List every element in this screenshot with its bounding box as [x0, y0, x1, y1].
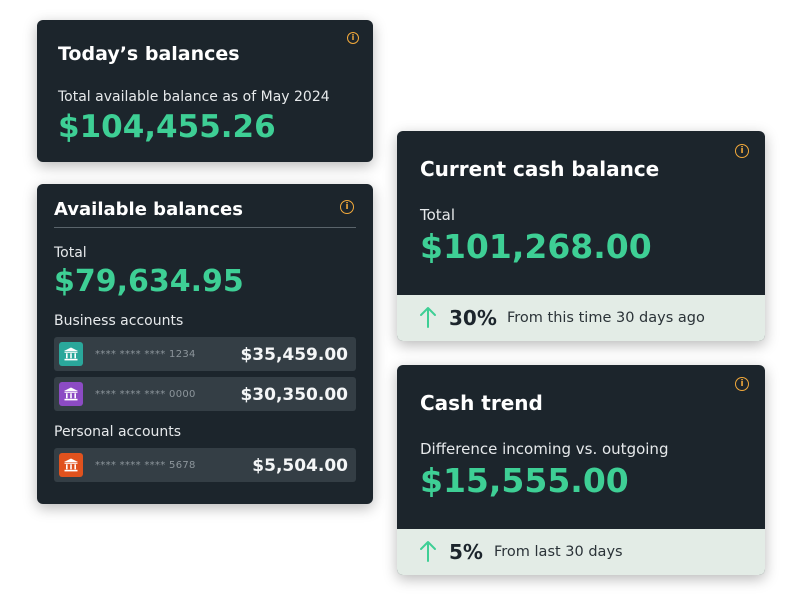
change-footer: 5% From last 30 days [397, 529, 765, 575]
arrow-up-icon [420, 307, 436, 328]
bank-icon [59, 342, 83, 366]
change-description: From this time 30 days ago [507, 310, 705, 326]
cash-trend-card: Cash trend i Difference incoming vs. out… [397, 365, 765, 575]
todays-balances-amount: $104,455.26 [58, 109, 276, 145]
cash-total-amount: $101,268.00 [420, 227, 652, 266]
account-number: **** **** **** 5678 [95, 460, 196, 471]
account-amount: $35,459.00 [240, 345, 348, 365]
bank-icon [59, 453, 83, 477]
todays-balances-subtitle: Total available balance as of May 2024 [58, 89, 330, 105]
account-number: **** **** **** 1234 [95, 349, 196, 360]
arrow-up-icon [420, 541, 436, 562]
current-cash-balance-title: Current cash balance [420, 157, 660, 181]
bank-icon [59, 382, 83, 406]
account-number: **** **** **** 0000 [95, 389, 196, 400]
account-row[interactable]: **** **** **** 5678 $5,504.00 [54, 448, 356, 482]
cash-trend-label: Difference incoming vs. outgoing [420, 440, 669, 458]
business-accounts-label: Business accounts [54, 313, 184, 329]
available-balances-card: Available balances i Total $79,634.95 Bu… [37, 184, 373, 504]
total-label: Total [54, 245, 87, 261]
info-icon[interactable]: i [735, 377, 749, 391]
account-amount: $30,350.00 [240, 385, 348, 405]
personal-accounts-label: Personal accounts [54, 424, 182, 440]
cash-trend-title: Cash trend [420, 391, 543, 415]
todays-balances-card: Today’s balances i Total available balan… [37, 20, 373, 162]
divider [54, 227, 356, 228]
todays-balances-title: Today’s balances [58, 43, 240, 65]
account-amount: $5,504.00 [252, 456, 348, 476]
current-cash-balance-card: Current cash balance i Total $101,268.00… [397, 131, 765, 341]
info-icon[interactable]: i [340, 200, 354, 214]
account-row[interactable]: **** **** **** 1234 $35,459.00 [54, 337, 356, 371]
available-balances-title: Available balances [54, 199, 243, 220]
info-icon[interactable]: i [735, 144, 749, 158]
change-percent: 30% [449, 306, 497, 330]
change-footer: 30% From this time 30 days ago [397, 295, 765, 341]
account-row[interactable]: **** **** **** 0000 $30,350.00 [54, 377, 356, 411]
change-percent: 5% [449, 540, 483, 564]
total-amount: $79,634.95 [54, 264, 244, 299]
cash-trend-amount: $15,555.00 [420, 461, 629, 500]
info-icon[interactable]: i [347, 32, 359, 44]
change-description: From last 30 days [494, 544, 623, 560]
cash-total-label: Total [420, 206, 456, 224]
